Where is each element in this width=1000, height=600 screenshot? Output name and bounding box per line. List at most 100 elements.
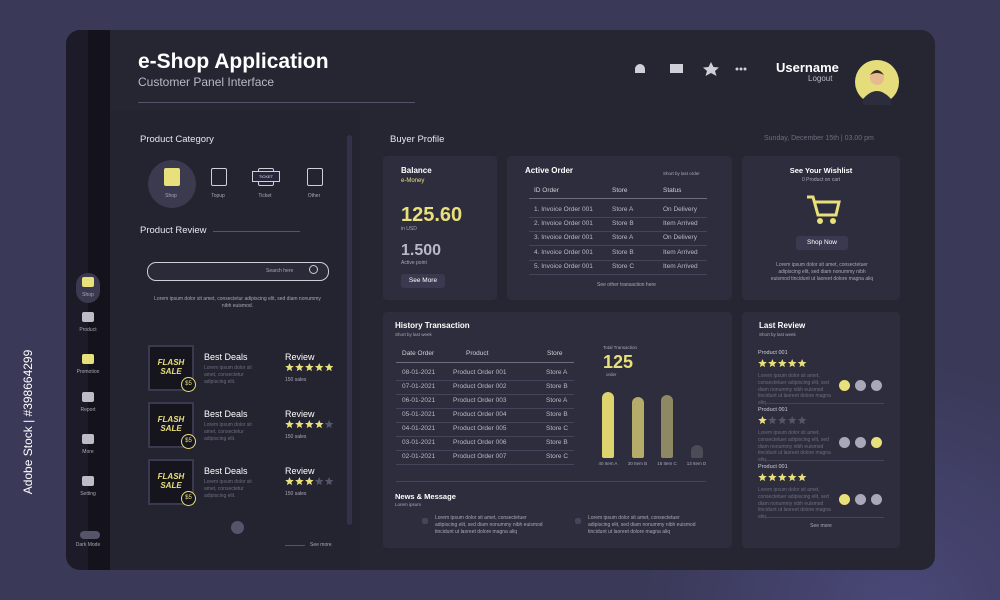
- star: [305, 420, 314, 429]
- divider: [396, 481, 706, 482]
- bar: [661, 394, 673, 458]
- table-cell: Item Arrived: [663, 248, 698, 256]
- table-cell: Product Order 002: [453, 383, 507, 390]
- emoji[interactable]: [839, 380, 850, 391]
- bar-label: 18 Item C: [657, 461, 677, 466]
- price-badge: $5: [181, 377, 196, 392]
- search-box[interactable]: [147, 262, 329, 281]
- category-icon[interactable]: [211, 168, 227, 186]
- table-header: Store: [547, 350, 563, 357]
- badge-top: FLASH: [157, 472, 185, 481]
- sort-label: Short by last week: [395, 332, 432, 337]
- table-cell: 07-01-2021: [402, 383, 436, 390]
- star-rating: [758, 473, 807, 482]
- points-unit: Active point: [401, 260, 427, 266]
- sidebar-label[interactable]: More: [82, 449, 94, 455]
- table-header: Status: [663, 187, 682, 194]
- emoji[interactable]: [871, 494, 882, 505]
- balance-amount: 125.60: [401, 204, 463, 226]
- sidebar-icon[interactable]: [82, 392, 94, 402]
- product-name: Product 001: [758, 350, 788, 356]
- badge-top: FLASH: [157, 358, 185, 367]
- sidebar-label[interactable]: Product: [79, 327, 97, 333]
- search-icon: [309, 265, 318, 274]
- table-cell: 5. Invoice Order 001: [534, 262, 593, 270]
- emoji[interactable]: [855, 494, 866, 505]
- badge-top: FLASH: [157, 415, 185, 424]
- wishlist-card: [742, 156, 900, 300]
- review-label: Review: [285, 466, 315, 476]
- table-line: [396, 408, 574, 409]
- category-label[interactable]: Topup: [211, 193, 225, 199]
- emoji[interactable]: [871, 380, 882, 391]
- category-label[interactable]: Other: [307, 193, 321, 199]
- table-cell: Product Order 004: [453, 411, 507, 418]
- message-text: Lorem ipsum dolor sit amet, consectetuer…: [435, 515, 543, 535]
- section-title: Product Review: [140, 225, 207, 236]
- deal-text: Lorem ipsum dolor sit amet, consectetur …: [204, 422, 252, 442]
- logout[interactable]: Logout: [808, 74, 833, 83]
- emoji[interactable]: [839, 437, 850, 448]
- see-more[interactable]: See more: [310, 542, 332, 548]
- star: [295, 477, 304, 486]
- star: [324, 420, 334, 429]
- sidebar-label[interactable]: Setting: [80, 491, 96, 497]
- star: [778, 416, 787, 425]
- review-description: Lorem ipsum dolor sit amet, consectetur …: [154, 296, 321, 309]
- table-cell: Store A: [612, 234, 634, 242]
- see-more[interactable]: See more: [810, 523, 832, 529]
- table-cell: Store B: [546, 439, 568, 446]
- table-cell: Store A: [546, 369, 568, 376]
- sidebar-label[interactable]: Promotion: [76, 369, 100, 375]
- star: [314, 477, 324, 486]
- sidebar-icon[interactable]: [82, 434, 94, 444]
- message-icon: [422, 518, 428, 524]
- table-cell: Store B: [546, 411, 568, 418]
- review-text: Lorem ipsum dolor sit amet, consectetuer…: [758, 487, 831, 520]
- table-cell: 3. Invoice Order 001: [534, 234, 593, 242]
- divider: [213, 231, 300, 232]
- sales-count: 150 sales: [285, 434, 307, 440]
- table-line: [396, 450, 574, 451]
- chart-unit: order: [606, 372, 617, 377]
- see-more-line: [285, 545, 305, 546]
- emoji[interactable]: [855, 437, 866, 448]
- star-icon[interactable]: [703, 62, 719, 76]
- sidebar-icon[interactable]: [82, 354, 94, 364]
- table-footer[interactable]: See other transaction here: [597, 282, 656, 288]
- category-label[interactable]: Ticket: [258, 193, 272, 199]
- table-line: [396, 464, 574, 465]
- category-icon[interactable]: [164, 168, 180, 186]
- star: [314, 420, 324, 429]
- table-cell: Product Order 003: [453, 397, 507, 404]
- category-icon[interactable]: [307, 168, 323, 186]
- avatar: [855, 60, 899, 105]
- category-label[interactable]: Shop: [165, 193, 177, 199]
- balance-title: Balance: [401, 166, 432, 175]
- card-title: History Transaction: [395, 321, 470, 330]
- sidebar-label[interactable]: Report: [80, 407, 96, 413]
- app-subtitle: Customer Panel Interface: [138, 75, 275, 89]
- scroll-down[interactable]: [231, 521, 244, 534]
- mail-icon[interactable]: [670, 64, 683, 73]
- sidebar-label[interactable]: Shop: [82, 292, 94, 298]
- card-title: Last Review: [759, 321, 806, 330]
- bell-icon[interactable]: [635, 64, 645, 73]
- more-icon[interactable]: [735, 67, 747, 71]
- cart-icon: [807, 195, 841, 224]
- see-more-button[interactable]: See More: [401, 274, 445, 288]
- section-title: Buyer Profile: [390, 134, 445, 145]
- dark-mode-toggle[interactable]: [80, 531, 100, 539]
- sidebar-icon[interactable]: [82, 277, 94, 287]
- active-order-card: [507, 156, 732, 300]
- bar: [602, 392, 614, 458]
- username: Username: [776, 60, 839, 75]
- sidebar-icon[interactable]: [82, 312, 94, 322]
- emoji[interactable]: [855, 380, 866, 391]
- divider: [758, 517, 884, 518]
- sidebar-icon[interactable]: [82, 476, 94, 486]
- product-name: Product 001: [758, 407, 788, 413]
- shop-now-button[interactable]: Shop Now: [796, 236, 848, 250]
- emoji[interactable]: [871, 437, 882, 448]
- emoji[interactable]: [839, 494, 850, 505]
